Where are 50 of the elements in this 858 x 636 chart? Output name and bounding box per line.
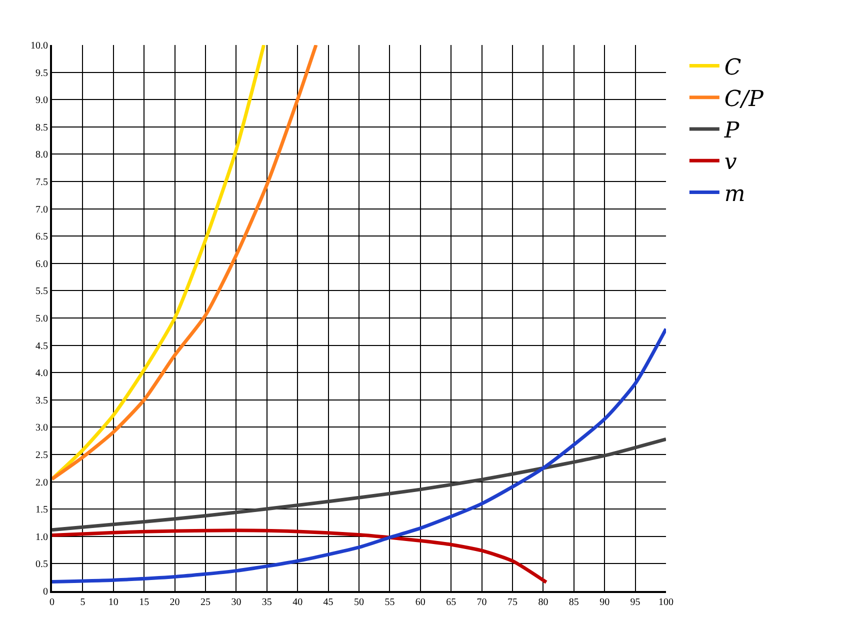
line-series — [52, 45, 318, 481]
y-tick-label: 3.0 — [36, 422, 48, 434]
line-series — [52, 327, 666, 584]
x-tick-label: 5 — [80, 597, 86, 608]
y-tick-label: 3.5 — [36, 395, 48, 406]
x-tick-label: 25 — [200, 597, 210, 608]
y-tick-label: 6.0 — [36, 258, 48, 270]
x-tick-label: 50 — [354, 597, 364, 608]
y-tick-label: 8.0 — [36, 150, 48, 161]
x-tick-label: 65 — [446, 597, 456, 608]
x-tick-label: 75 — [508, 597, 518, 608]
x-tick-label: 30 — [231, 597, 242, 608]
y-tick-label: 7.0 — [36, 204, 48, 216]
line-series — [52, 528, 548, 584]
y-tick-label: 4.5 — [36, 340, 48, 352]
y-tick-label: 2.0 — [36, 477, 48, 488]
y-tick-label: 4.0 — [36, 368, 48, 380]
y-tick-label: 6.5 — [36, 232, 48, 243]
x-tick-label: 10 — [108, 597, 118, 608]
x-tick-label: 80 — [538, 597, 548, 608]
x-tick-label: 85 — [568, 597, 579, 608]
x-tick-label: 20 — [170, 597, 180, 608]
legend-label: C/P — [724, 86, 765, 112]
y-tick-label: 9.5 — [36, 68, 48, 79]
y-tick-label: 1.0 — [36, 532, 48, 543]
y-tick-label: 5.0 — [36, 314, 48, 324]
legend-label: v — [724, 150, 738, 176]
x-tick-label: 40 — [292, 597, 303, 608]
y-tick-label: 0 — [43, 586, 48, 598]
y-tick-label: 8.5 — [36, 122, 48, 134]
x-tick-label: 70 — [476, 597, 487, 608]
x-tick-label: 100 — [658, 597, 674, 608]
x-tick-label: 15 — [139, 597, 150, 608]
y-tick-label: 5.5 — [36, 286, 48, 298]
line-series — [52, 437, 666, 532]
y-tick-label: 1.5 — [36, 504, 48, 516]
legend-label: m — [724, 182, 746, 207]
legend-label: C — [724, 55, 742, 80]
y-tick-label: 7.5 — [36, 177, 48, 188]
x-tick-label: 60 — [415, 597, 426, 608]
x-tick-label: 90 — [600, 597, 610, 608]
x-tick-label: 35 — [262, 597, 272, 608]
x-tick-label: 55 — [384, 597, 395, 608]
y-tick-label: 10.0 — [30, 40, 48, 52]
y-tick-label: 2.5 — [36, 450, 48, 461]
x-tick-label: 45 — [323, 597, 334, 608]
y-tick-label: 0.5 — [36, 559, 48, 570]
y-tick-label: 9.0 — [36, 95, 48, 106]
legend-label: P — [723, 118, 740, 144]
x-tick-label: 95 — [630, 597, 640, 608]
